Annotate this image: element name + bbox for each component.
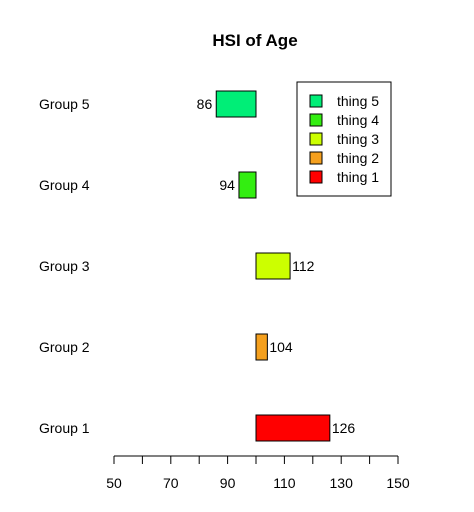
x-tick-label: 130 bbox=[330, 475, 354, 491]
category-label: Group 5 bbox=[39, 96, 90, 112]
data-label: 86 bbox=[197, 96, 213, 112]
bar bbox=[255, 333, 268, 361]
legend-swatch bbox=[309, 132, 323, 146]
legend-label: thing 3 bbox=[337, 131, 379, 147]
legend-label: thing 1 bbox=[337, 169, 379, 185]
bar bbox=[255, 252, 291, 280]
category-label: Group 2 bbox=[39, 339, 90, 355]
bar bbox=[215, 90, 257, 118]
data-label: 104 bbox=[269, 339, 293, 355]
x-axis: 50 70 90 110 130 150 bbox=[106, 455, 410, 491]
x-tick-label: 150 bbox=[386, 475, 410, 491]
x-tick-label: 110 bbox=[273, 475, 296, 491]
legend-label: thing 4 bbox=[337, 112, 379, 128]
category-label: Group 4 bbox=[39, 177, 90, 193]
category-label: Group 3 bbox=[39, 258, 90, 274]
category-label: Group 1 bbox=[39, 420, 90, 436]
data-label: 94 bbox=[219, 177, 235, 193]
legend-swatch bbox=[309, 113, 323, 127]
legend-swatch bbox=[309, 94, 323, 108]
bar bbox=[238, 171, 257, 199]
legend-label: thing 5 bbox=[337, 93, 379, 109]
bar bbox=[255, 414, 331, 442]
x-tick-label: 70 bbox=[163, 475, 179, 491]
x-tick-label: 50 bbox=[106, 475, 122, 491]
legend-label: thing 2 bbox=[337, 150, 379, 166]
bars-layer: Group 1 126 Group 2 104 Group 3 112 Group 4 94 G… bbox=[39, 90, 356, 442]
chart-title: HSI of Age bbox=[212, 31, 297, 50]
legend-swatch bbox=[309, 151, 323, 165]
legend: thing 5 thing 4 thing 3 thing 2 thing 1 bbox=[296, 81, 392, 197]
data-label: 126 bbox=[332, 420, 356, 436]
legend-swatch bbox=[309, 170, 323, 184]
x-tick-label: 90 bbox=[220, 475, 236, 491]
data-label: 112 bbox=[292, 258, 315, 274]
